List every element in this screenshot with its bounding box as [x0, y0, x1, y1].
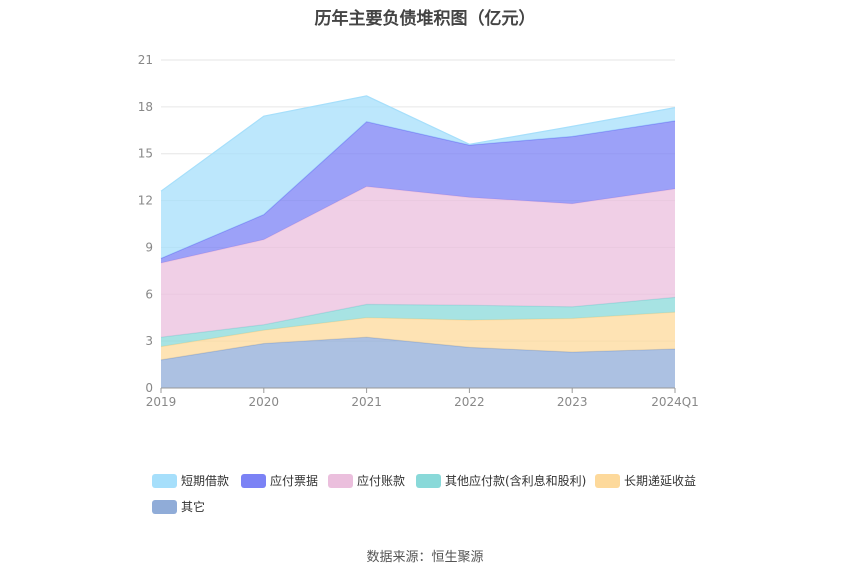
y-tick-label: 6 [145, 287, 153, 301]
legend-label: 应付账款 [357, 474, 406, 488]
area-series [161, 95, 675, 259]
legend-label: 其他应付款(含利息和股利) [445, 474, 587, 488]
x-tick-label: 2019 [146, 395, 177, 409]
legend-item-other-payables[interactable]: 其他应付款(含利息和股利) [416, 472, 586, 489]
legend-item-other[interactable]: 其它 [152, 498, 205, 515]
legend-swatch [152, 499, 177, 514]
area-series [161, 337, 675, 388]
legend-swatch [152, 473, 177, 488]
legend-swatch [595, 473, 620, 488]
y-tick-label: 3 [145, 334, 153, 348]
y-tick-label: 9 [145, 240, 153, 254]
legend-item-deferred-income[interactable]: 长期递延收益 [595, 472, 696, 489]
legend-label: 应付票据 [270, 474, 319, 488]
legend-swatch [416, 473, 441, 488]
legend-swatch [241, 473, 266, 488]
area-series [161, 120, 675, 264]
legend-label: 长期递延收益 [624, 474, 697, 488]
data-source: 数据来源：恒生聚源 [366, 550, 484, 565]
x-tick-label: 2022 [454, 395, 485, 409]
area-series [161, 312, 675, 360]
x-tick-label: 2024Q1 [651, 395, 699, 409]
y-tick-label: 12 [138, 194, 153, 208]
y-tick-label: 15 [138, 147, 153, 161]
chart-title: 历年主要负债堆积图（亿元） [314, 9, 536, 29]
x-tick-label: 2023 [557, 395, 588, 409]
x-tick-label: 2021 [351, 395, 382, 409]
y-tick-label: 0 [145, 381, 153, 395]
x-tick-label: 2020 [249, 395, 280, 409]
legend-label: 短期借款 [181, 474, 230, 488]
y-tick-label: 18 [138, 100, 153, 114]
legend-label: 其它 [181, 500, 206, 514]
y-tick-label: 21 [138, 53, 153, 67]
legend-item-notes-payable[interactable]: 应付票据 [241, 472, 318, 489]
area-series-line [160, 95, 676, 192]
legend-swatch [328, 473, 353, 488]
area-series [161, 186, 675, 338]
legend-item-short-term-loans[interactable]: 短期借款 [152, 472, 229, 489]
legend-item-accounts-payable[interactable]: 应付账款 [328, 472, 405, 489]
area-series [161, 297, 675, 347]
